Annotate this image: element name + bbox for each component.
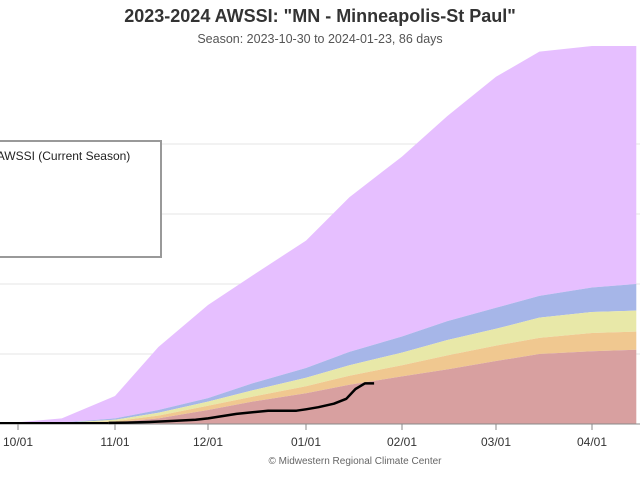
- legend: 024 AWSSI (Current Season) e e te: [0, 140, 162, 258]
- band-severe: [0, 284, 637, 424]
- series-line-current-season: [108, 382, 375, 425]
- x-tick-label-1: 11/01: [100, 435, 129, 449]
- chart-title: 2023-2024 AWSSI: "MN - Minneapolis-St Pa…: [124, 6, 516, 26]
- legend-label-current: 024 AWSSI (Current Season): [0, 149, 131, 163]
- x-tick-label-0: 10/01: [3, 435, 33, 449]
- band-areas: [0, 46, 637, 424]
- x-tick-label-6: 04/01: [577, 435, 607, 449]
- current-season-series: [0, 382, 375, 425]
- x-tick-label-2: 12/01: [193, 435, 223, 449]
- band-extreme: [0, 46, 637, 424]
- chart-subtitle: Season: 2023-10-30 to 2024-01-23, 86 day…: [197, 32, 443, 46]
- x-axis: 10/01 11/01 12/01 01/01 02/01 03/01 04/01: [0, 423, 640, 449]
- credit-text: © Midwestern Regional Climate Center: [268, 456, 442, 467]
- band-average: [0, 331, 637, 424]
- band-mild: [0, 349, 637, 424]
- x-tick-label-5: 03/01: [481, 435, 511, 449]
- x-tick-label-4: 02/01: [387, 435, 417, 449]
- legend-item-current: 024 AWSSI (Current Season): [0, 149, 130, 163]
- band-moderate: [0, 310, 637, 424]
- x-tick-label-3: 01/01: [291, 435, 321, 449]
